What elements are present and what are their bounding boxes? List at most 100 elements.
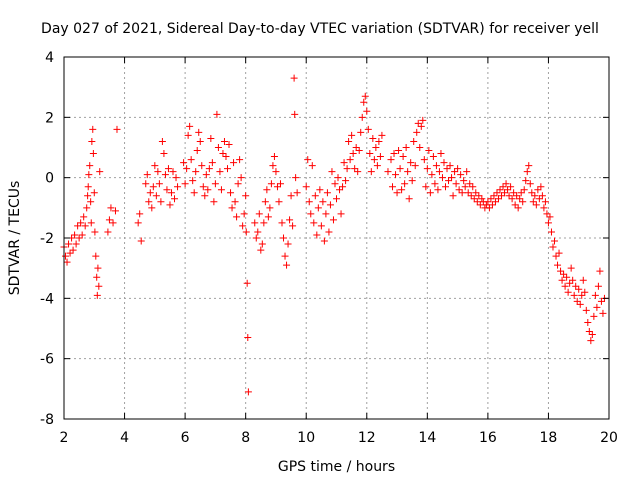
data-point-marker [446, 162, 454, 170]
data-point-marker [594, 282, 602, 290]
data-point-marker [363, 107, 371, 115]
data-point-marker [466, 180, 474, 188]
data-point-marker [560, 270, 568, 278]
data-point-marker [404, 168, 412, 176]
data-point-marker [561, 282, 569, 290]
data-point-marker [148, 204, 156, 212]
data-point-marker [302, 183, 310, 191]
y-tick-label: -8 [40, 412, 54, 428]
data-point-marker [196, 137, 204, 145]
data-point-marker [411, 162, 419, 170]
data-point-marker [588, 331, 596, 339]
data-point-marker [151, 162, 159, 170]
data-point-marker [222, 153, 230, 161]
data-point-marker [75, 234, 83, 242]
data-point-marker [352, 144, 360, 151]
data-point-marker [590, 312, 598, 320]
data-point-marker [370, 156, 378, 164]
data-point-marker [326, 201, 334, 209]
data-point-marker [325, 228, 333, 236]
data-point-marker [449, 192, 457, 200]
data-point-marker [440, 159, 448, 167]
data-point-marker [549, 243, 557, 251]
data-point-marker [567, 264, 575, 272]
data-point-marker [137, 237, 145, 245]
data-point-marker [275, 198, 283, 206]
data-point-marker [392, 171, 400, 179]
data-point-marker [458, 189, 466, 197]
data-point-marker [146, 189, 154, 197]
data-point-marker [442, 183, 449, 191]
data-point-marker [96, 168, 104, 176]
data-point-marker [529, 198, 537, 206]
data-point-marker [408, 177, 416, 185]
y-tick-label: 4 [45, 50, 54, 66]
data-point-marker [493, 189, 501, 197]
data-point-marker [93, 273, 101, 281]
data-point-marker [291, 110, 299, 118]
data-point-marker [290, 74, 298, 82]
data-point-marker [88, 137, 96, 145]
x-tick-label: 18 [540, 430, 558, 446]
data-point-marker [91, 228, 99, 236]
data-point-marker [171, 195, 179, 203]
data-point-marker [519, 198, 527, 206]
data-point-marker [413, 128, 421, 136]
data-point-marker [63, 258, 71, 266]
data-point-marker [517, 189, 525, 197]
data-point-marker [167, 189, 175, 197]
data-point-marker [65, 240, 73, 248]
data-point-marker [369, 134, 377, 142]
x-tick-label: 12 [358, 430, 376, 446]
y-tick-label: -4 [40, 291, 54, 307]
data-point-marker [373, 162, 381, 170]
data-point-marker [155, 180, 163, 188]
data-point-marker [345, 137, 353, 145]
data-point-marker [575, 285, 583, 293]
data-point-marker [582, 306, 590, 314]
data-point-marker [573, 297, 581, 305]
x-axis-label: GPS time / hours [278, 459, 395, 475]
data-point-marker [280, 234, 288, 242]
data-point-marker [505, 192, 513, 200]
data-point-marker [166, 201, 174, 209]
data-point-marker [364, 125, 372, 133]
x-tick-label: 20 [600, 430, 618, 446]
data-point-marker [236, 156, 244, 164]
data-point-marker [272, 168, 280, 176]
data-point-marker [538, 192, 546, 200]
data-point-marker [281, 252, 289, 260]
data-point-marker [540, 204, 548, 212]
data-point-marker [213, 110, 221, 118]
data-point-marker [463, 168, 471, 176]
data-point-marker [314, 204, 322, 212]
x-tick-label: 16 [479, 430, 497, 446]
data-point-marker [416, 144, 424, 151]
data-point-marker [438, 174, 446, 182]
data-point-marker [464, 189, 472, 197]
data-point-marker [252, 234, 260, 242]
data-point-marker [498, 192, 506, 200]
data-point-marker [402, 144, 410, 151]
data-point-marker [230, 159, 238, 167]
data-point-marker [231, 198, 239, 206]
data-point-marker [267, 180, 275, 188]
data-point-marker [516, 195, 524, 203]
data-point-marker [387, 156, 395, 164]
data-point-marker [410, 137, 418, 145]
data-point-marker [435, 168, 443, 176]
data-point-marker [242, 192, 250, 200]
data-point-marker [240, 210, 248, 218]
data-point-marker [105, 216, 113, 224]
data-point-marker [90, 189, 98, 197]
data-point-marker [422, 183, 430, 191]
data-point-marker [485, 204, 493, 212]
data-point-marker [266, 204, 274, 212]
data-point-marker [508, 195, 516, 203]
data-point-marker [555, 249, 563, 257]
data-point-marker [584, 318, 592, 326]
x-tick-label: 8 [241, 430, 250, 446]
data-point-marker [470, 195, 478, 203]
